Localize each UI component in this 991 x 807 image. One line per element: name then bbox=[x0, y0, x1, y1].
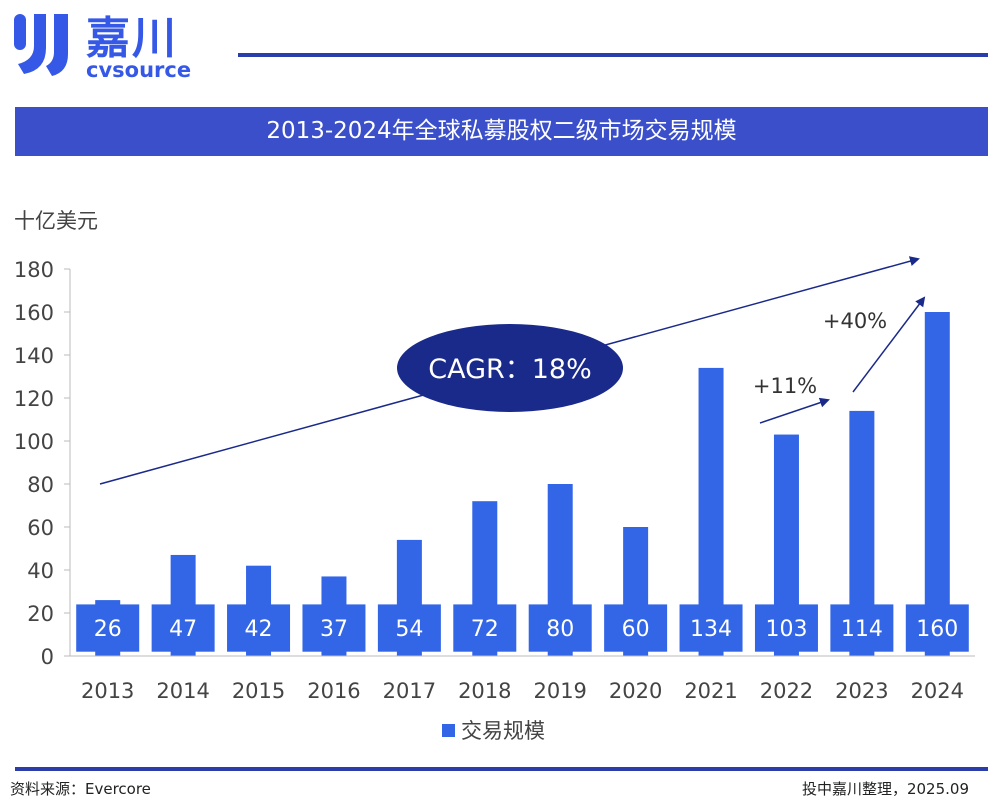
data-label-box bbox=[830, 604, 894, 652]
x-tick-label: 2023 bbox=[835, 679, 888, 703]
y-tick-label: 0 bbox=[41, 645, 54, 669]
x-axis: 2013 2014 2015 2016 2017 2018 2019 2020 2021 2022… bbox=[70, 655, 975, 703]
data-label-box bbox=[604, 604, 668, 652]
x-tick-label: 2014 bbox=[156, 679, 209, 703]
data-label: 114 bbox=[841, 617, 883, 642]
x-tick-label: 2016 bbox=[307, 679, 360, 703]
data-label: 134 bbox=[690, 617, 732, 642]
data-label-box bbox=[227, 604, 291, 652]
legend-swatch bbox=[442, 724, 455, 737]
data-label: 72 bbox=[471, 617, 499, 642]
data-label: 47 bbox=[169, 617, 197, 642]
y-tick-label: 100 bbox=[14, 430, 54, 454]
x-tick-label: 2017 bbox=[383, 679, 436, 703]
cagr-label: CAGR：18% bbox=[428, 354, 592, 385]
data-label: 103 bbox=[765, 617, 807, 642]
source-note: 资料来源：Evercore bbox=[10, 780, 151, 798]
data-label: 37 bbox=[320, 617, 348, 642]
data-label-box bbox=[151, 604, 215, 652]
bars: 26 47 42 37 54 72 80 60 134 103 114 160 bbox=[76, 312, 969, 656]
data-label-box bbox=[528, 604, 592, 652]
y-tick-label: 160 bbox=[14, 301, 54, 325]
data-label: 26 bbox=[94, 617, 122, 642]
chart-title: 2013-2024年全球私募股权二级市场交易规模 bbox=[15, 107, 988, 156]
brand-name-cn: 嘉川 bbox=[86, 13, 178, 64]
x-tick-label: 2018 bbox=[458, 679, 511, 703]
data-label-box bbox=[377, 604, 441, 652]
data-label-box bbox=[76, 604, 140, 652]
annotations: CAGR：18% +11% +40% bbox=[99, 256, 926, 485]
legend: 交易规模 bbox=[442, 719, 545, 743]
x-tick-label: 2019 bbox=[533, 679, 586, 703]
data-label-box bbox=[453, 604, 517, 652]
data-label-box bbox=[679, 604, 743, 652]
cvsource-logo-icon bbox=[14, 14, 68, 76]
y-axis: 0 20 40 60 80 100 120 140 160 180 bbox=[14, 258, 71, 669]
y-axis-label: 十亿美元 bbox=[14, 209, 98, 233]
growth-2024-label: +40% bbox=[823, 309, 887, 333]
y-tick-label: 80 bbox=[27, 473, 54, 497]
bar bbox=[924, 312, 950, 656]
data-label-box bbox=[905, 604, 969, 652]
cagr-ellipse bbox=[397, 324, 623, 412]
y-tick-label: 180 bbox=[14, 258, 54, 282]
data-label: 160 bbox=[916, 617, 958, 642]
x-tick-label: 2024 bbox=[911, 679, 964, 703]
brand-name-en: cvsource bbox=[86, 58, 192, 82]
data-label: 60 bbox=[622, 617, 650, 642]
y-tick-label: 40 bbox=[27, 559, 54, 583]
y-tick-label: 140 bbox=[14, 344, 54, 368]
header-rule bbox=[238, 53, 988, 57]
growth-2023-label: +11% bbox=[753, 374, 817, 398]
growth-2023-arrow bbox=[759, 397, 830, 424]
data-label: 42 bbox=[245, 617, 273, 642]
legend-label: 交易规模 bbox=[461, 719, 545, 743]
y-tick-label: 120 bbox=[14, 387, 54, 411]
data-label-box bbox=[754, 604, 818, 652]
x-tick-label: 2020 bbox=[609, 679, 662, 703]
y-tick-label: 20 bbox=[27, 602, 54, 626]
x-tick-label: 2022 bbox=[760, 679, 813, 703]
growth-2024-arrow bbox=[852, 296, 926, 393]
data-label: 80 bbox=[546, 617, 574, 642]
x-tick-label: 2021 bbox=[684, 679, 737, 703]
x-tick-label: 2015 bbox=[232, 679, 285, 703]
y-tick-label: 60 bbox=[27, 516, 54, 540]
data-label-box bbox=[302, 604, 366, 652]
footer-rule bbox=[15, 767, 988, 771]
credit-note: 投中嘉川整理，2025.09 bbox=[801, 780, 969, 798]
x-tick-label: 2013 bbox=[81, 679, 134, 703]
data-label: 54 bbox=[395, 617, 423, 642]
